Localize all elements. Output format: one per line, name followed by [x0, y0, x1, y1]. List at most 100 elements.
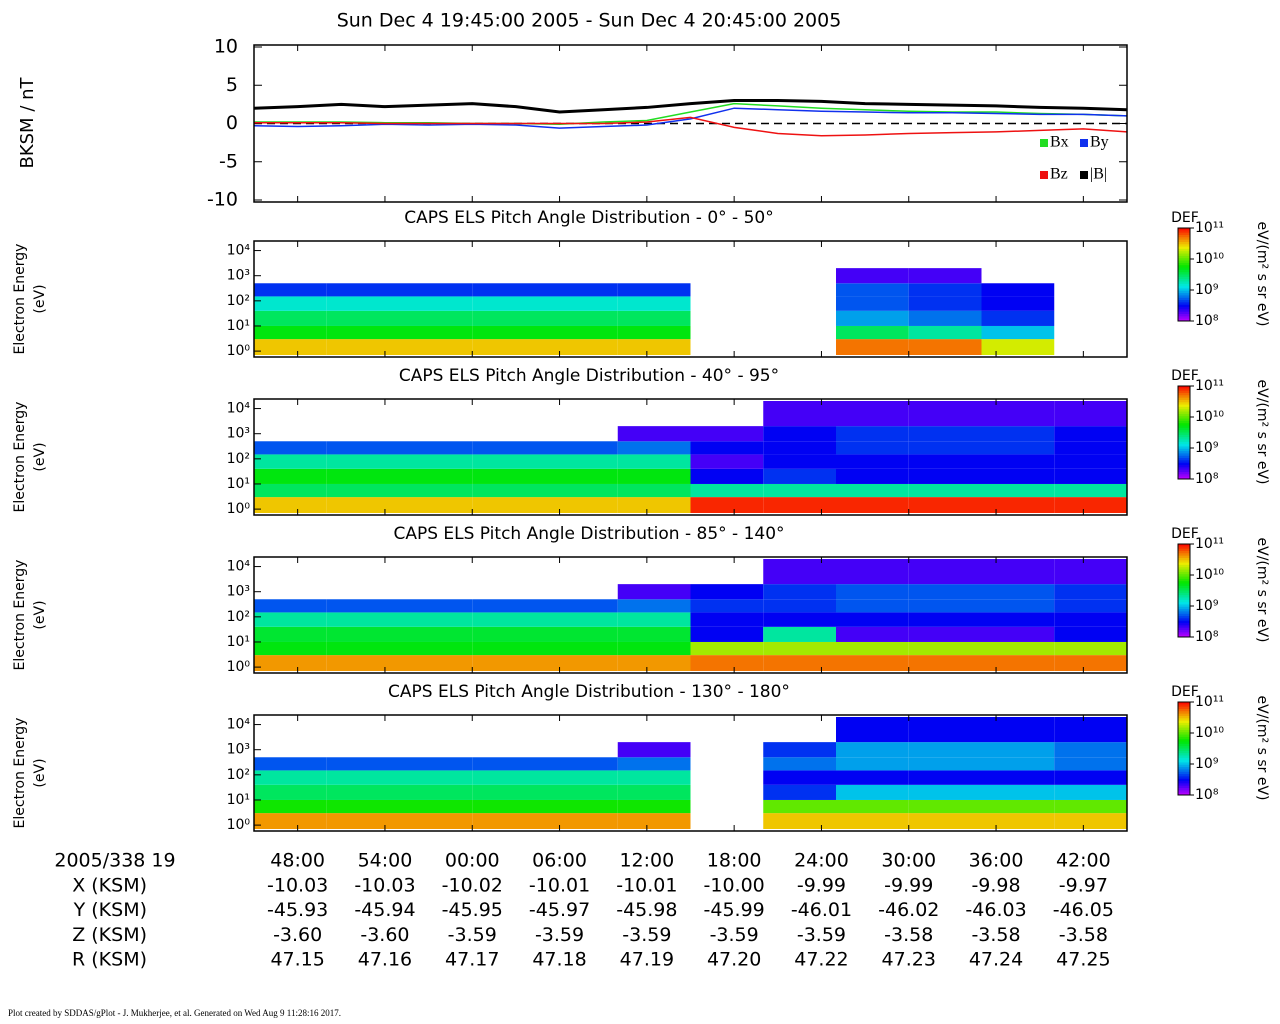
colorbar-swatch	[1178, 441, 1190, 445]
colorbar-swatch	[1178, 404, 1190, 408]
spectrogram-cell	[690, 497, 764, 513]
spectrogram-cell	[1054, 717, 1127, 743]
ephemeris-value: -3.58	[884, 924, 933, 946]
colorbar-swatch	[1178, 307, 1190, 310]
colorbar-swatch	[1178, 753, 1190, 756]
ephemeris-value: -46.05	[1053, 899, 1114, 921]
ephemeris-label: X (KSM)	[72, 875, 147, 897]
spectrogram-cell	[908, 626, 982, 642]
spectrogram-cell	[399, 283, 473, 297]
spectrogram-cell	[690, 612, 764, 627]
colorbar-swatch	[1178, 618, 1190, 622]
spectrogram-cell	[617, 584, 691, 600]
colorbar-swatch	[1178, 755, 1190, 759]
panel-title: CAPS ELS Pitch Angle Distribution - 0° -…	[404, 208, 773, 228]
spectrogram-cell	[472, 310, 545, 326]
spectrogram-cell	[981, 325, 1055, 340]
spectrogram-cell	[472, 612, 545, 627]
colorbar-swatch	[1178, 599, 1190, 603]
colorbar-swatch	[1178, 286, 1190, 289]
colorbar-swatch	[1178, 727, 1190, 731]
colorbar-swatch	[1178, 267, 1190, 271]
colorbar-swatch	[1178, 544, 1190, 547]
ephemeris-value: -10.03	[354, 875, 415, 897]
colorbar-swatch	[1178, 397, 1190, 401]
panel-frame	[253, 44, 1128, 203]
ephemeris-label: Z (KSM)	[72, 924, 147, 946]
spectrogram-cell	[1054, 468, 1127, 484]
ephemeris-value: -3.59	[535, 924, 584, 946]
spectrogram-cell	[763, 441, 836, 455]
spectrogram-cell	[981, 441, 1055, 455]
spectrogram-cell	[472, 441, 545, 455]
x-tick-label: 30:00	[881, 850, 936, 872]
spectrogram-cell	[399, 626, 473, 642]
spectrogram-cell	[763, 626, 836, 642]
colorbar-swatch	[1178, 281, 1190, 285]
colorbar-swatch	[1178, 258, 1190, 262]
spectrogram-cell	[254, 468, 327, 484]
colorbar-swatch	[1178, 255, 1190, 259]
spectrogram-cell	[545, 813, 618, 829]
spectrogram-cell	[836, 497, 909, 513]
footer: Plot created by SDDAS/gPlot - J. Mukherj…	[8, 1008, 341, 1018]
colorbar-swatch	[1178, 244, 1190, 248]
spectrogram-cell	[836, 584, 909, 600]
spectrogram-cell	[908, 599, 982, 613]
y-tick-label: -10	[207, 189, 238, 211]
colorbar-tick-label: 10⁹	[1195, 282, 1219, 298]
legend-swatch	[1080, 171, 1088, 179]
colorbar-swatch	[1178, 279, 1190, 282]
y-tick-label: 10³	[227, 742, 250, 758]
spectrogram-cell	[836, 310, 909, 326]
spectrogram-cell	[1054, 813, 1127, 829]
colorbar-swatch	[1178, 309, 1190, 313]
y-tick-label: 5	[226, 74, 238, 96]
spectrogram-cell	[836, 784, 909, 800]
colorbar-swatch	[1178, 388, 1190, 392]
colorbar-swatch	[1178, 606, 1190, 610]
ephemeris-value: 47.22	[794, 949, 848, 971]
colorbar-swatch	[1178, 416, 1190, 420]
ephemeris-value: -3.59	[448, 924, 497, 946]
spectrogram-cell	[908, 559, 982, 585]
spectrogram-cell	[545, 770, 618, 785]
colorbar-swatch	[1178, 764, 1190, 768]
y-axis-label: Electron Energy	[12, 244, 28, 355]
spectrogram-cell	[763, 641, 836, 656]
colorbar-swatch	[1178, 288, 1190, 292]
panel-frame	[253, 714, 1128, 832]
x-tick-label: 48:00	[270, 850, 325, 872]
spectrogram-cell	[763, 426, 836, 442]
spectrogram-cell	[981, 784, 1055, 800]
spectrogram-cell	[908, 401, 982, 427]
colorbar-swatch	[1178, 232, 1190, 236]
spectrogram-cell	[326, 813, 400, 829]
spectrogram-cell	[908, 441, 982, 455]
spectrogram-cell	[545, 612, 618, 627]
ephemeris-value: -9.98	[971, 875, 1020, 897]
y-tick-label: 10²	[227, 451, 250, 467]
spectrogram-cell	[763, 454, 836, 469]
y-tick-label: 10¹	[227, 634, 250, 650]
colorbar-swatch	[1178, 423, 1190, 427]
colorbar-swatch	[1178, 725, 1190, 729]
colorbar-tick-label: 10¹¹	[1195, 536, 1224, 552]
spectrogram-cell	[254, 483, 327, 498]
spectrogram-cell	[617, 339, 691, 355]
colorbar-swatch	[1178, 762, 1190, 766]
colorbar-swatch	[1178, 283, 1190, 287]
colorbar-frame	[1177, 227, 1191, 322]
spectrogram-cell	[908, 468, 982, 484]
y-axis-label: (eV)	[32, 600, 48, 629]
colorbar-tick-label: 10⁹	[1195, 598, 1219, 614]
colorbar-swatch	[1178, 314, 1190, 317]
colorbar-swatch	[1178, 567, 1190, 571]
colorbar-swatch	[1178, 276, 1190, 280]
colorbar-swatch	[1178, 625, 1190, 629]
spectrogram-cell	[908, 742, 982, 758]
colorbar-swatch	[1178, 295, 1190, 299]
legend-swatch	[1040, 139, 1048, 147]
spectrogram-cell	[836, 441, 909, 455]
ephemeris-value: 47.19	[620, 949, 674, 971]
